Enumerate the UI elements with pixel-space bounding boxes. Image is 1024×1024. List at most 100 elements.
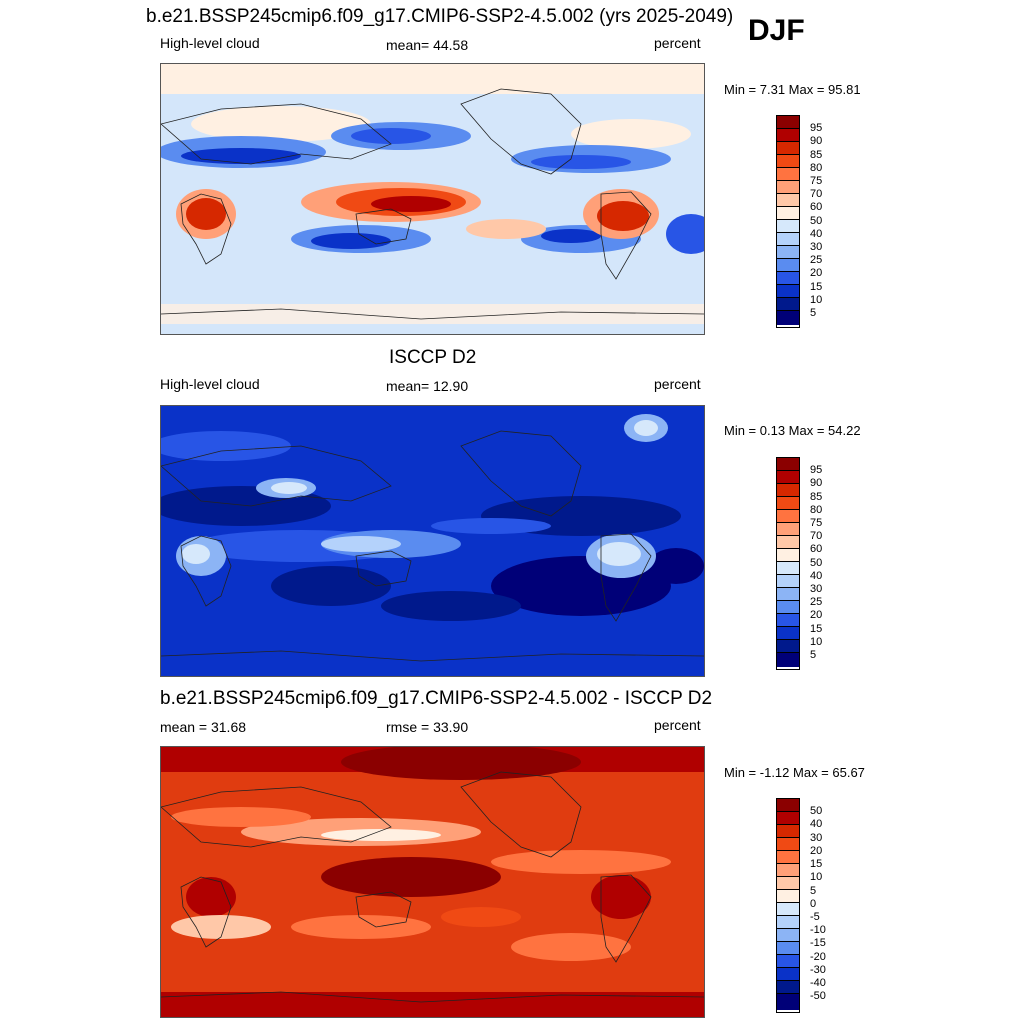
panel-1-colorbar-swatch <box>777 259 799 272</box>
panel-2-colorbar-swatch <box>777 614 799 627</box>
panel-3-colorbar-tick: -5 <box>810 911 820 923</box>
panel-3-colorbar-swatch <box>777 890 799 903</box>
panel-3-colorbar-swatch <box>777 812 799 825</box>
panel-2-colorbar-tick: 40 <box>810 570 823 582</box>
panel-1-colorbar-tick: 50 <box>810 215 823 227</box>
panel-2-colorbar-swatch <box>777 588 799 601</box>
panel-2-colorbar-tick: 70 <box>810 530 823 542</box>
panel-1-colorbar-swatch <box>777 194 799 207</box>
panel-3-colorbar-swatch <box>777 851 799 864</box>
panel-3-colorbar-tick: -50 <box>810 990 826 1002</box>
panel-3-colorbar-swatch <box>777 825 799 838</box>
panel-1-colorbar-tick: 5 <box>810 307 817 319</box>
panel-3-colorbar-tick: 15 <box>810 858 823 870</box>
panel-3-colorbar-tick: -30 <box>810 964 826 976</box>
panel-2-colorbar-swatch <box>777 653 799 667</box>
panel-2-colorbar-swatch <box>777 471 799 484</box>
panel-2-colorbar-tick: 15 <box>810 623 823 635</box>
panel-2-colorbar-tick: 60 <box>810 543 823 555</box>
panel-3-colorbar-swatch <box>777 877 799 890</box>
panel-2-map <box>160 405 705 677</box>
panel-1-colorbar-swatch <box>777 311 799 325</box>
panel-1-mean: mean= 44.58 <box>386 37 469 53</box>
panel-1-colorbar-swatch <box>777 220 799 233</box>
panel-2-colorbar-tick: 20 <box>810 609 823 621</box>
panel-1-colorbar-tick: 80 <box>810 162 823 174</box>
panel-2-colorbar-tick: 90 <box>810 477 823 489</box>
panel-3-colorbar-tick: 30 <box>810 832 823 844</box>
panel-1-colorbar-swatch <box>777 116 799 129</box>
panel-2-colorbar-tick: 80 <box>810 504 823 516</box>
panel-3-colorbar-swatch <box>777 942 799 955</box>
panel-3-colorbar-swatch <box>777 838 799 851</box>
panel-3-colorbar-swatch <box>777 955 799 968</box>
panel-2-colorbar-swatch <box>777 523 799 536</box>
panel-2-colorbar-swatch <box>777 562 799 575</box>
panel-2-colorbar-tick: 75 <box>810 517 823 529</box>
panel-3-colorbar-swatch <box>777 799 799 812</box>
panel-2-colorbar-tick: 30 <box>810 583 823 595</box>
panel-1-colorbar-tick: 10 <box>810 294 823 306</box>
panel-1-colorbar-swatch <box>777 285 799 298</box>
panel-1-colorbar <box>776 115 800 328</box>
panel-1-minmax: Min = 7.31 Max = 95.81 <box>724 82 861 97</box>
panel-2-colorbar-swatch <box>777 497 799 510</box>
panel-1-colorbar-tick: 30 <box>810 241 823 253</box>
panel-1-colorbar-swatch <box>777 181 799 194</box>
panel-3-mean: mean = 31.68 <box>160 719 247 735</box>
panel-3-colorbar-swatch <box>777 929 799 942</box>
panel-1-colorbar-tick: 25 <box>810 254 823 266</box>
panel-3-title: b.e21.BSSP245cmip6.f09_g17.CMIP6-SSP2-4.… <box>160 688 713 709</box>
panel-2-colorbar-swatch <box>777 536 799 549</box>
panel-3-colorbar-tick: -15 <box>810 937 826 949</box>
panel-1-colorbar-tick: 75 <box>810 175 823 187</box>
panel-2-colorbar-tick: 25 <box>810 596 823 608</box>
panel-2-colorbar-swatch <box>777 549 799 562</box>
panel-1-units: percent <box>654 35 701 51</box>
panel-3-colorbar-swatch <box>777 981 799 994</box>
panel-1-map <box>160 63 705 335</box>
panel-2-colorbar-swatch <box>777 575 799 588</box>
panel-3-colorbar-tick: 20 <box>810 845 823 857</box>
panel-2-colorbar-tick: 10 <box>810 636 823 648</box>
panel-2-colorbar-swatch <box>777 601 799 614</box>
panel-1-colorbar-tick: 70 <box>810 188 823 200</box>
panel-3-colorbar-swatch <box>777 864 799 877</box>
panel-3-colorbar-tick: -20 <box>810 951 826 963</box>
panel-1-colorbar-tick: 20 <box>810 267 823 279</box>
panel-3-colorbar-tick: 5 <box>810 885 817 897</box>
panel-1-colorbar-tick: 40 <box>810 228 823 240</box>
panel-1-colorbar-swatch <box>777 129 799 142</box>
panel-3-colorbar-tick: 50 <box>810 805 823 817</box>
panel-2-minmax: Min = 0.13 Max = 54.22 <box>724 423 861 438</box>
panel-3-colorbar-swatch <box>777 968 799 981</box>
panel-1-colorbar-tick: 15 <box>810 281 823 293</box>
panel-1-colorbar-swatch <box>777 207 799 220</box>
panel-3-colorbar-swatch <box>777 916 799 929</box>
panel-1-colorbar-swatch <box>777 155 799 168</box>
panel-2-colorbar-swatch <box>777 484 799 497</box>
panel-1-colorbar-tick: 60 <box>810 201 823 213</box>
panel-1-colorbar-tick: 85 <box>810 149 823 161</box>
season-label: DJF <box>748 14 805 47</box>
panel-3-colorbar-swatch <box>777 903 799 916</box>
panel-1-colorbar-tick: 95 <box>810 122 823 134</box>
panel-2-colorbar-tick: 95 <box>810 464 823 476</box>
panel-1-title: b.e21.BSSP245cmip6.f09_g17.CMIP6-SSP2-4.… <box>146 6 734 27</box>
panel-3-colorbar-tick: 40 <box>810 818 823 830</box>
panel-3-colorbar <box>776 798 800 1013</box>
panel-3-colorbar-tick: -10 <box>810 924 826 936</box>
panel-2-colorbar <box>776 457 800 670</box>
panel-2-colorbar-tick: 85 <box>810 491 823 503</box>
panel-2-colorbar-swatch <box>777 458 799 471</box>
panel-2-colorbar-tick: 50 <box>810 557 823 569</box>
panel-2-colorbar-tick: 5 <box>810 649 817 661</box>
panel-2-variable-label: High-level cloud <box>160 376 260 392</box>
panel-2-title: ISCCP D2 <box>389 347 477 368</box>
panel-1-colorbar-swatch <box>777 142 799 155</box>
panel-1-colorbar-swatch <box>777 168 799 181</box>
panel-2-colorbar-swatch <box>777 627 799 640</box>
panel-3-colorbar-tick: 0 <box>810 898 817 910</box>
panel-2-colorbar-swatch <box>777 510 799 523</box>
panel-2-colorbar-swatch <box>777 640 799 653</box>
